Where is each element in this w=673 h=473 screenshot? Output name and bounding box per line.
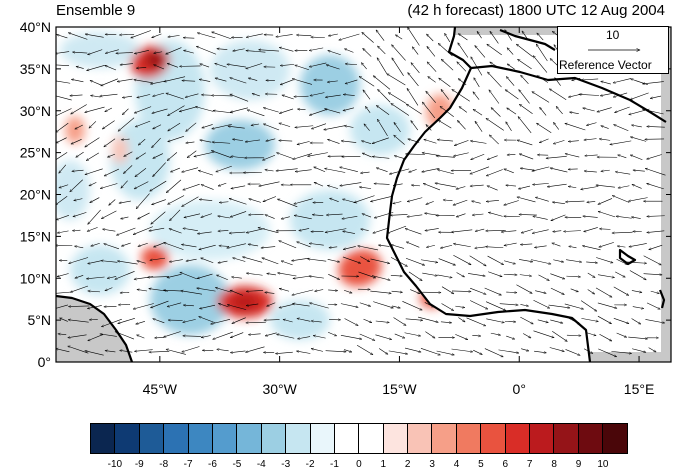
lon-label: 0°: [513, 381, 526, 397]
colorbar-tick-label: 10: [597, 459, 608, 470]
colorbar-tick-label: 4: [454, 459, 460, 470]
colorbar-swatch: [602, 423, 627, 454]
colorbar-swatch: [212, 423, 237, 454]
colorbar-swatch: [114, 423, 139, 454]
longitude-labels: 45°W 30°W 15°W 0° 15°E: [143, 381, 655, 397]
reference-vector-legend: 10 Reference Vector: [557, 26, 669, 74]
colorbar-tick-label: -7: [184, 459, 193, 470]
colorbar-tick-label: -10: [108, 459, 122, 470]
lon-label: 45°W: [143, 381, 178, 397]
colorbar-swatch: [505, 423, 530, 454]
lat-label: 40°N: [20, 19, 51, 35]
colorbar-tick-label: 3: [429, 459, 435, 470]
colorbar-tick-label: -3: [281, 459, 290, 470]
colorbar-tick-label: 0: [356, 459, 362, 470]
colorbar-swatch: [90, 423, 115, 454]
colorbar-swatch: [578, 423, 603, 454]
lat-label: 20°N: [20, 187, 51, 203]
colorbar-swatch: [188, 423, 213, 454]
colorbar-tick-label: 6: [503, 459, 509, 470]
colorbar-swatch: [553, 423, 578, 454]
colorbar-swatch: [383, 423, 408, 454]
colorbar-swatch: [310, 423, 335, 454]
lat-label: 35°N: [20, 61, 51, 77]
lat-label: 25°N: [20, 145, 51, 161]
lon-label: 30°W: [262, 381, 297, 397]
reference-vector-magnitude: 10: [606, 28, 619, 42]
colorbar-tick-label: 8: [551, 459, 557, 470]
colorbar-tick-label: 1: [381, 459, 387, 470]
colorbar-swatch: [163, 423, 188, 454]
colorbar-swatch: [407, 423, 432, 454]
colorbar-tick-label: -2: [306, 459, 315, 470]
lat-label: 5°N: [28, 312, 52, 328]
colorbar-tick-label: -5: [232, 459, 241, 470]
colorbar-tick-label: 2: [405, 459, 411, 470]
colorbar-tick-label: -6: [208, 459, 217, 470]
colorbar-swatch: [480, 423, 505, 454]
lon-label: 15°W: [382, 381, 417, 397]
colorbar-tick-label: 5: [478, 459, 484, 470]
colorbar-tick-label: -8: [159, 459, 168, 470]
latitude-labels: 40°N 35°N 30°N 25°N 20°N 15°N 10°N 5°N 0°: [20, 19, 51, 370]
colorbar-tick-label: -9: [135, 459, 144, 470]
lat-label: 10°N: [20, 270, 51, 286]
colorbar: [90, 423, 627, 454]
colorbar-tick-label: 7: [527, 459, 533, 470]
lat-label: 0°: [38, 354, 51, 370]
colorbar-swatch: [139, 423, 164, 454]
colorbar-tick-label: -1: [330, 459, 339, 470]
colorbar-swatch: [529, 423, 554, 454]
lat-label: 15°N: [20, 228, 51, 244]
colorbar-swatch: [236, 423, 261, 454]
colorbar-swatch: [358, 423, 383, 454]
reference-vector-label: Reference Vector: [559, 58, 652, 72]
colorbar-swatch: [431, 423, 456, 454]
colorbar-swatch: [456, 423, 481, 454]
colorbar-swatch: [261, 423, 286, 454]
colorbar-swatch: [285, 423, 310, 454]
colorbar-tick-label: -4: [257, 459, 266, 470]
colorbar-swatch: [334, 423, 359, 454]
colorbar-tick-label: 9: [576, 459, 582, 470]
lat-label: 30°N: [20, 103, 51, 119]
lon-label: 15°E: [624, 381, 655, 397]
